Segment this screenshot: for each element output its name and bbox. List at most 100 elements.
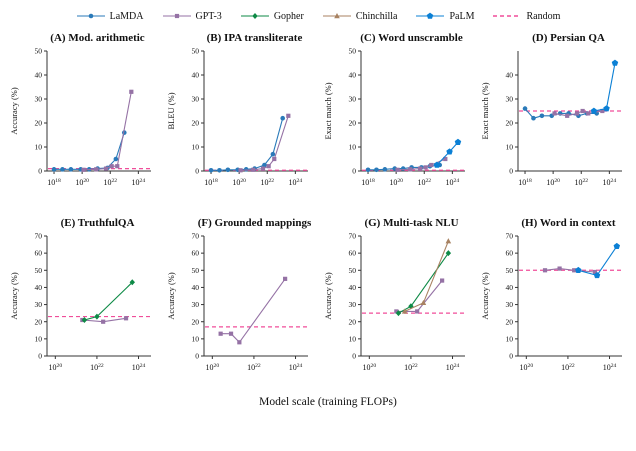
svg-text:0: 0: [38, 352, 42, 361]
svg-text:10: 10: [34, 143, 42, 152]
svg-text:0: 0: [195, 167, 199, 176]
legend-label: Gopher: [273, 10, 304, 22]
svg-text:70: 70: [191, 232, 199, 241]
svg-text:40: 40: [191, 283, 199, 292]
svg-text:1020: 1020: [519, 363, 533, 372]
legend-label: GPT-3: [195, 10, 222, 22]
svg-text:1020: 1020: [232, 178, 246, 187]
svg-text:30: 30: [34, 300, 42, 309]
svg-text:30: 30: [191, 300, 199, 309]
svg-text:1018: 1018: [518, 178, 532, 187]
svg-text:1022: 1022: [417, 178, 431, 187]
svg-text:1020: 1020: [546, 178, 560, 187]
subplot-title: (F) Grounded mappings: [197, 217, 312, 229]
svg-text:60: 60: [348, 249, 356, 258]
svg-text:1020: 1020: [389, 178, 403, 187]
chinchilla-marker-icon: [322, 13, 351, 19]
legend-label: Random: [526, 10, 561, 22]
legend-item-gpt3: GPT-3: [162, 10, 222, 22]
svg-text:30: 30: [34, 95, 42, 104]
subplot-e: (E) TruthfulQA 0 10 20 30 40 50 60 70 1020 1022 10…: [4, 217, 161, 388]
figure-x-axis-label: Model scale (training FLOPs): [259, 396, 397, 408]
svg-text:20: 20: [505, 119, 513, 128]
svg-text:Accuracy (%): Accuracy (%): [9, 272, 19, 320]
palm-marker-icon: [416, 12, 445, 19]
svg-text:60: 60: [34, 249, 42, 258]
subplot-title: (A) Mod. arithmetic: [50, 32, 145, 44]
svg-text:50: 50: [191, 47, 199, 56]
svg-text:50: 50: [348, 47, 356, 56]
legend-label: Chinchilla: [355, 10, 398, 22]
gpt3-marker-icon: [162, 13, 191, 19]
svg-text:1022: 1022: [103, 178, 117, 187]
svg-text:40: 40: [34, 71, 42, 80]
subplot-c: (C) Word unscramble 0 10 20 30 40 50 1018 1020 1…: [318, 32, 475, 203]
svg-text:60: 60: [191, 249, 199, 258]
svg-text:Exact match (%): Exact match (%): [480, 82, 490, 139]
svg-text:50: 50: [505, 266, 513, 275]
svg-text:40: 40: [34, 283, 42, 292]
svg-text:1024: 1024: [131, 178, 145, 187]
svg-text:30: 30: [505, 95, 513, 104]
legend-item-gopher: Gopher: [240, 10, 304, 22]
subplot-g: (G) Multi-task NLU 0 10 20 30 40 50 60 70 1020 10…: [318, 217, 475, 388]
svg-text:Accuracy (%): Accuracy (%): [166, 272, 176, 320]
svg-text:10: 10: [505, 334, 513, 343]
svg-text:30: 30: [191, 95, 199, 104]
svg-text:1020: 1020: [205, 363, 219, 372]
svg-text:70: 70: [505, 232, 513, 241]
legend-item-random: Random: [492, 10, 560, 22]
svg-text:1022: 1022: [247, 363, 261, 372]
subplot-a: (A) Mod. arithmetic 0 10 20 30 40 50 1018 1020 1…: [4, 32, 161, 203]
subplot-h: (H) Word in context 0 10 20 30 40 50 60 70 1020 1…: [475, 217, 632, 388]
svg-text:1024: 1024: [131, 363, 145, 372]
subplot-title: (G) Multi-task NLU: [364, 217, 459, 229]
gopher-marker-icon: [240, 13, 269, 19]
svg-text:1024: 1024: [445, 178, 459, 187]
svg-text:50: 50: [34, 266, 42, 275]
subplot-d: (D) Persian QA 0 10 20 30 40 1018 1020 1022 1024…: [475, 32, 632, 203]
svg-text:1018: 1018: [47, 178, 61, 187]
svg-text:10: 10: [505, 143, 513, 152]
svg-text:70: 70: [34, 232, 42, 241]
svg-text:Accuracy (%): Accuracy (%): [323, 272, 333, 320]
svg-text:1022: 1022: [90, 363, 104, 372]
svg-text:Accuracy (%): Accuracy (%): [9, 87, 19, 135]
subplot-title: (H) Word in context: [521, 217, 616, 229]
svg-text:50: 50: [34, 47, 42, 56]
legend-item-lamda: LaMDA: [76, 10, 144, 22]
svg-text:1024: 1024: [602, 363, 616, 372]
svg-text:70: 70: [348, 232, 356, 241]
svg-text:1020: 1020: [48, 363, 62, 372]
svg-text:50: 50: [348, 266, 356, 275]
lamda-marker-icon: [76, 13, 105, 19]
subplot-f: (F) Grounded mappings 0 10 20 30 40 50 60 70 102…: [161, 217, 318, 388]
svg-text:20: 20: [34, 317, 42, 326]
svg-text:1022: 1022: [561, 363, 575, 372]
svg-text:1024: 1024: [602, 178, 616, 187]
svg-text:20: 20: [191, 119, 199, 128]
svg-text:Exact match (%): Exact match (%): [323, 82, 333, 139]
svg-text:30: 30: [348, 95, 356, 104]
svg-text:1020: 1020: [75, 178, 89, 187]
legend-item-chinchilla: Chinchilla: [322, 10, 398, 22]
svg-text:20: 20: [34, 119, 42, 128]
svg-text:0: 0: [38, 167, 42, 176]
svg-text:BLEU (%): BLEU (%): [166, 92, 176, 129]
subplot-b: (B) IPA transliterate 0 10 20 30 40 50 1018 102…: [161, 32, 318, 203]
subplot-title: (B) IPA transliterate: [206, 32, 303, 44]
svg-text:1024: 1024: [288, 363, 302, 372]
svg-text:30: 30: [505, 300, 513, 309]
svg-text:40: 40: [191, 71, 199, 80]
svg-text:0: 0: [352, 352, 356, 361]
random-dashed-line-icon: [493, 15, 522, 17]
svg-text:40: 40: [505, 283, 513, 292]
svg-text:1020: 1020: [362, 363, 376, 372]
